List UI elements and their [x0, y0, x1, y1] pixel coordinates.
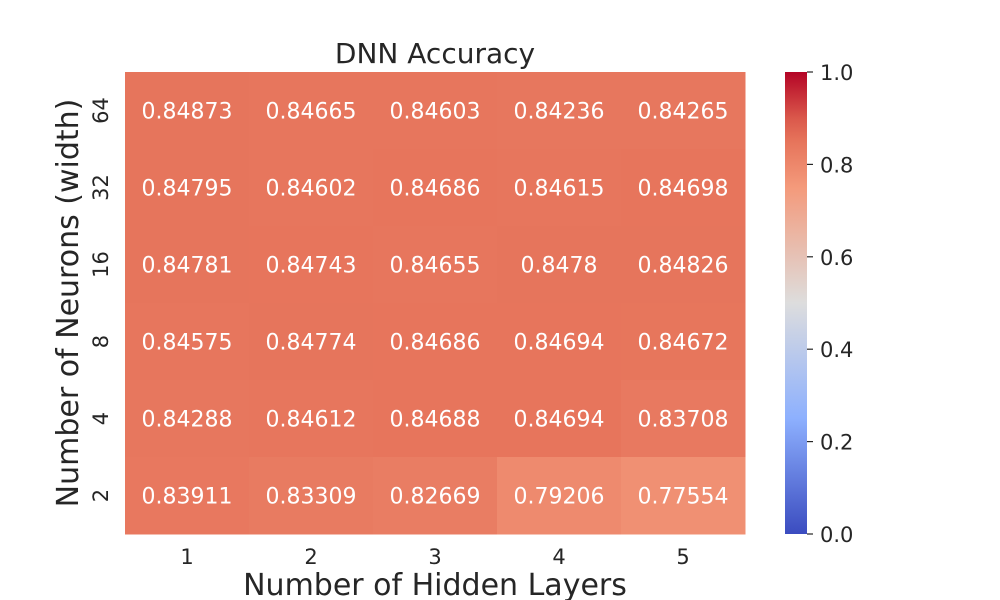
- heatmap-cell: [373, 303, 498, 381]
- cell-value-label: 0.84873: [142, 100, 233, 125]
- cell-value-label: 0.84672: [638, 331, 729, 356]
- colorbar-tick-label: 0.0: [820, 523, 853, 547]
- cell-value-label: 0.84686: [390, 177, 481, 202]
- cell-value-label: 0.84694: [514, 331, 605, 356]
- cell-value-label: 0.82669: [390, 485, 481, 510]
- heatmap-cell: [497, 72, 622, 150]
- cell-value-label: 0.84602: [266, 177, 357, 202]
- x-tick-labels: 1 2 3 4 5: [180, 545, 689, 569]
- heatmap-cell: [373, 226, 498, 304]
- heatmap-cell: [249, 380, 374, 458]
- x-tick-label: 3: [428, 545, 441, 569]
- colorbar: [785, 72, 807, 534]
- y-axis-label: Number of Neurons (width): [51, 99, 86, 508]
- heatmap-cell: [621, 149, 746, 227]
- colorbar-tick-label: 0.8: [820, 153, 853, 177]
- colorbar-tick-label: 0.6: [820, 246, 853, 270]
- x-tick-label: 4: [552, 545, 565, 569]
- y-tick-label: 2: [89, 489, 113, 502]
- heatmap-cell: [249, 149, 374, 227]
- cell-value-label: 0.84694: [514, 408, 605, 433]
- cell-value-label: 0.8478: [521, 254, 598, 279]
- heatmap-cell: [125, 226, 250, 304]
- heatmap-cell: [497, 303, 622, 381]
- x-tick-label: 5: [676, 545, 689, 569]
- cell-value-label: 0.84655: [390, 254, 481, 279]
- cell-value-label: 0.84774: [266, 331, 357, 356]
- cell-value-label: 0.84612: [266, 408, 357, 433]
- heatmap-cell: [621, 226, 746, 304]
- cell-value-label: 0.79206: [514, 485, 605, 510]
- cell-value-label: 0.84265: [638, 100, 729, 125]
- colorbar-tick-label: 0.4: [820, 338, 853, 362]
- cell-value-label: 0.84686: [390, 331, 481, 356]
- heatmap-cell: [373, 149, 498, 227]
- y-tick-label: 8: [89, 335, 113, 348]
- heatmap-cell: [373, 72, 498, 150]
- heatmap-cell: [497, 149, 622, 227]
- cell-value-label: 0.83708: [638, 408, 729, 433]
- chart-title: DNN Accuracy: [335, 37, 535, 70]
- cell-value-label: 0.83309: [266, 485, 357, 510]
- x-axis-label: Number of Hidden Layers: [243, 568, 627, 600]
- cell-value-label: 0.84665: [266, 100, 357, 125]
- colorbar-tick-label: 0.2: [820, 431, 853, 455]
- y-tick-labels: 64 32 16 8 4 2: [89, 97, 113, 502]
- heatmap-cell: [497, 226, 622, 304]
- heatmap-cell: [621, 303, 746, 381]
- cell-value-label: 0.84688: [390, 408, 481, 433]
- heatmap-cell: [125, 457, 250, 535]
- heatmap-cell: [249, 303, 374, 381]
- x-tick-label: 2: [304, 545, 317, 569]
- y-tick-label: 16: [89, 251, 113, 278]
- heatmap-cell: [249, 226, 374, 304]
- cell-value-label: 0.84826: [638, 254, 729, 279]
- heatmap-cell: [621, 380, 746, 458]
- colorbar-tick-label: 1.0: [820, 61, 853, 85]
- x-tick-label: 1: [180, 545, 193, 569]
- heatmap-cell: [373, 380, 498, 458]
- cell-value-label: 0.84236: [514, 100, 605, 125]
- y-tick-label: 32: [89, 174, 113, 201]
- heatmap-cell: [125, 380, 250, 458]
- y-tick-label: 4: [89, 412, 113, 425]
- cell-value-label: 0.77554: [638, 485, 729, 510]
- heatmap-cell: [125, 149, 250, 227]
- heatmap-cell: [249, 72, 374, 150]
- heatmap-cell: [249, 457, 374, 535]
- cell-value-label: 0.83911: [142, 485, 233, 510]
- cell-value-label: 0.84575: [142, 331, 233, 356]
- cell-value-label: 0.84743: [266, 254, 357, 279]
- cell-value-label: 0.84698: [638, 177, 729, 202]
- cell-value-label: 0.84795: [142, 177, 233, 202]
- cell-value-label: 0.84603: [390, 100, 481, 125]
- heatmap-cell: [621, 72, 746, 150]
- heatmap-cells: 0.84873 0.84665 0.84603 0.84236 0.84265 0.847…: [125, 72, 746, 535]
- heatmap-cell: [125, 303, 250, 381]
- y-tick-label: 64: [89, 97, 113, 124]
- cell-value-label: 0.84615: [514, 177, 605, 202]
- heatmap-cell: [497, 380, 622, 458]
- cell-value-label: 0.84288: [142, 408, 233, 433]
- colorbar-ticks: 0.0 0.2 0.4 0.6 0.8 1.0: [807, 61, 853, 547]
- heatmap-cell: [125, 72, 250, 150]
- heatmap-cell: [373, 457, 498, 535]
- heatmap-cell: [621, 457, 746, 535]
- cell-value-label: 0.84781: [142, 254, 233, 279]
- heatmap-cell: [497, 457, 622, 535]
